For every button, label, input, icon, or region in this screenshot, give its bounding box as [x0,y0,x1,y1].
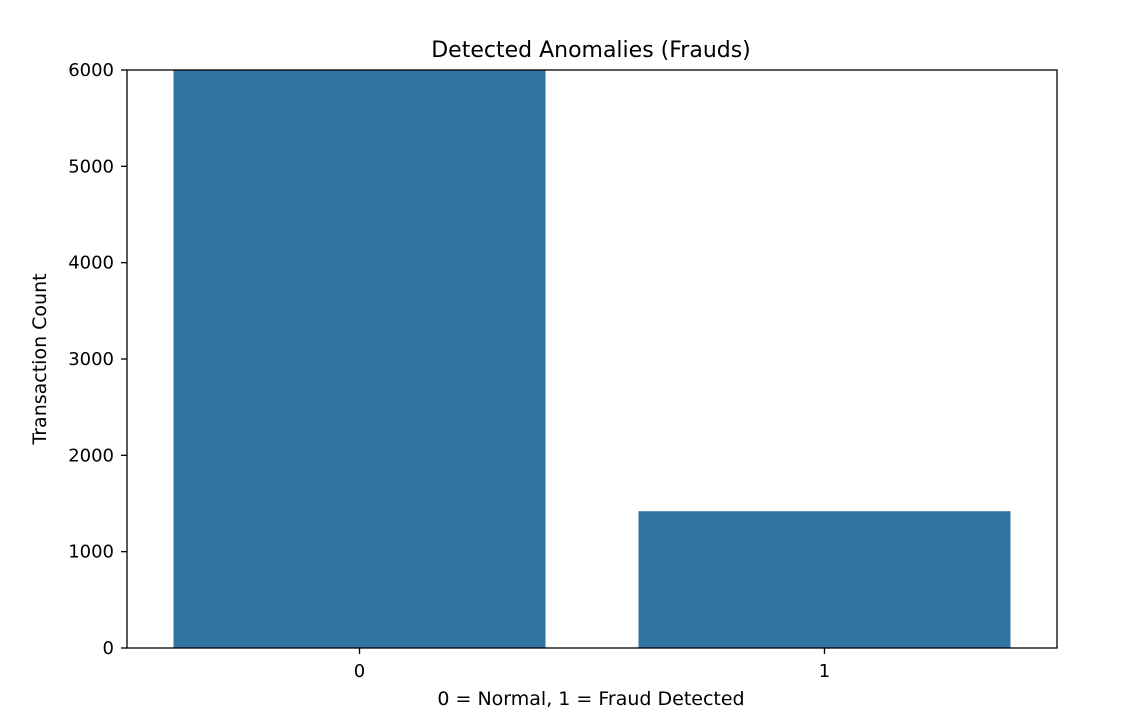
y-tick-label: 0 [103,638,114,659]
y-tick-label: 2000 [68,445,114,466]
x-tick-label: 0 [354,661,365,682]
chart-title: Detected Anomalies (Frauds) [431,38,751,63]
y-tick-label: 3000 [68,349,114,370]
y-tick-label: 5000 [68,156,114,177]
bar-1 [638,511,1011,648]
y-tick-label: 4000 [68,253,114,274]
plot-frame [126,69,1058,649]
x-axis-label: 0 = Normal, 1 = Fraud Detected [437,688,744,710]
y-axis-ticks: 0 1000 2000 3000 4000 5000 6000 [68,60,127,659]
y-tick-label: 6000 [68,60,114,81]
x-tick-label: 1 [819,661,830,682]
y-tick-label: 1000 [68,542,114,563]
y-axis-label: Transaction Count [29,273,51,445]
bars-group [173,70,1011,648]
bar-0 [173,70,546,648]
